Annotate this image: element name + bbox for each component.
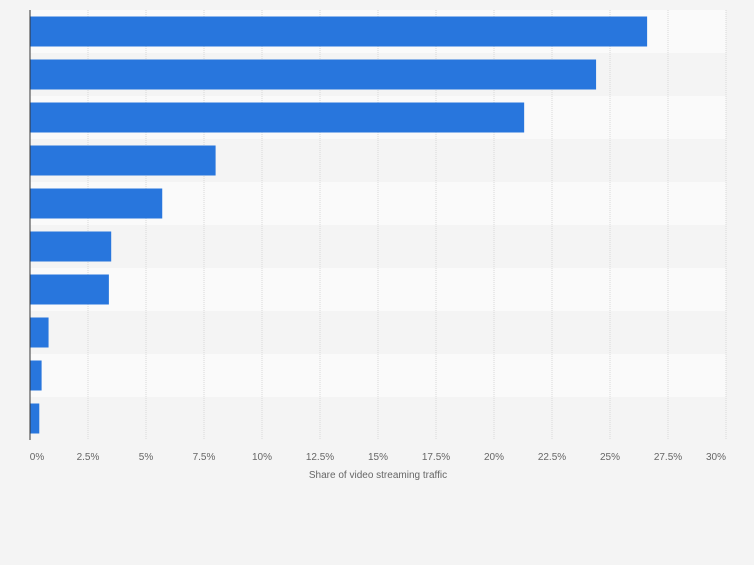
bar[interactable] bbox=[30, 274, 109, 305]
bar[interactable] bbox=[30, 59, 597, 90]
x-tick-label: 27.5% bbox=[654, 452, 682, 463]
bars bbox=[30, 16, 648, 434]
bar[interactable] bbox=[30, 102, 525, 133]
x-tick-label: 12.5% bbox=[306, 452, 334, 463]
bar[interactable] bbox=[30, 231, 112, 262]
x-tick-label: 5% bbox=[139, 452, 154, 463]
bar[interactable] bbox=[30, 403, 40, 434]
grid-lines bbox=[87, 10, 727, 440]
x-tick-label: 15% bbox=[368, 452, 388, 463]
x-tick-label: 17.5% bbox=[422, 452, 450, 463]
x-axis-title: Share of video streaming traffic bbox=[309, 470, 447, 481]
x-tick-label: 22.5% bbox=[538, 452, 566, 463]
x-tick-labels: 0% 2.5% 5% 7.5% 10% 12.5% 15% 17.5% 20% 22.5% 25% 2… bbox=[30, 452, 726, 463]
row-band bbox=[30, 268, 726, 311]
bar[interactable] bbox=[30, 16, 648, 47]
x-tick-label: 30% bbox=[706, 452, 726, 463]
x-tick-label: 2.5% bbox=[77, 452, 100, 463]
row-band bbox=[30, 354, 726, 397]
bar[interactable] bbox=[30, 188, 163, 219]
x-tick-label: 7.5% bbox=[193, 452, 216, 463]
x-tick-label: 10% bbox=[252, 452, 272, 463]
x-tick-label: 25% bbox=[600, 452, 620, 463]
x-tick-label: 20% bbox=[484, 452, 504, 463]
bar[interactable] bbox=[30, 360, 42, 391]
bar[interactable] bbox=[30, 317, 49, 348]
bar[interactable] bbox=[30, 145, 216, 176]
x-tick-label: 0% bbox=[30, 452, 45, 463]
